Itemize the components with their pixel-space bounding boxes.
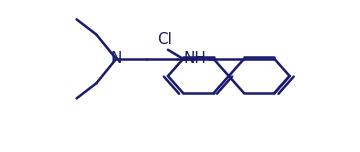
Text: Cl: Cl [157,32,172,47]
Text: N: N [111,51,122,66]
Text: NH: NH [183,51,206,66]
